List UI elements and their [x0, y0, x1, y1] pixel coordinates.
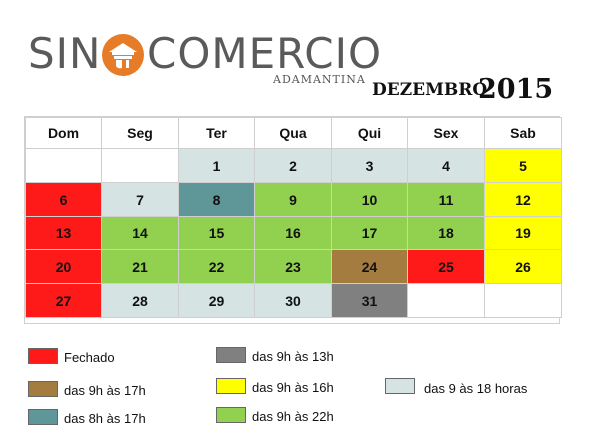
day-cell: 20 — [25, 249, 102, 284]
building-emblem-icon — [102, 34, 144, 76]
day-cell: 16 — [254, 216, 332, 250]
weekday-header: Sex — [407, 117, 485, 149]
day-cell: 14 — [101, 216, 179, 250]
day-cell: 6 — [25, 182, 102, 217]
legend-swatch — [28, 348, 58, 364]
legend-label: das 9 às 18 horas — [424, 381, 528, 396]
weekday-header: Seg — [101, 117, 179, 149]
day-cell: 27 — [25, 283, 102, 318]
day-cell: 17 — [331, 216, 408, 250]
weekday-header: Ter — [178, 117, 255, 149]
day-cell: 26 — [484, 249, 562, 284]
legend-label: das 9h às 13h — [252, 349, 334, 364]
empty-day-cell — [484, 283, 562, 318]
empty-day-cell — [101, 148, 179, 183]
day-cell: 4 — [407, 148, 485, 183]
day-cell: 5 — [484, 148, 562, 183]
day-cell: 23 — [254, 249, 332, 284]
empty-day-cell — [407, 283, 485, 318]
day-cell: 12 — [484, 182, 562, 217]
day-cell: 10 — [331, 182, 408, 217]
legend-swatch — [385, 378, 415, 394]
day-cell: 15 — [178, 216, 255, 250]
legend-swatch — [28, 409, 58, 425]
logo-text-left: SIN — [28, 29, 102, 78]
legend-label: das 9h às 22h — [252, 409, 334, 424]
legend-swatch — [216, 347, 246, 363]
day-cell: 19 — [484, 216, 562, 250]
weekday-header: Qui — [331, 117, 408, 149]
day-cell: 22 — [178, 249, 255, 284]
day-cell: 18 — [407, 216, 485, 250]
logo-subtitle: ADAMANTINA — [273, 73, 366, 86]
day-cell: 30 — [254, 283, 332, 318]
logo: SIN COMERCIO ADAMANTINA — [28, 24, 381, 94]
day-cell: 3 — [331, 148, 408, 183]
day-cell: 7 — [101, 182, 179, 217]
day-cell: 25 — [407, 249, 485, 284]
day-cell: 28 — [101, 283, 179, 318]
day-cell: 11 — [407, 182, 485, 217]
day-cell: 29 — [178, 283, 255, 318]
day-cell: 2 — [254, 148, 332, 183]
legend-label: das 9h às 17h — [64, 383, 146, 398]
day-cell: 24 — [331, 249, 408, 284]
day-cell: 31 — [331, 283, 408, 318]
weekday-header: Sab — [484, 117, 562, 149]
weekday-header: Qua — [254, 117, 332, 149]
month-title: DEZEMBRO — [372, 80, 488, 100]
legend-label: Fechado — [64, 350, 115, 365]
day-cell: 21 — [101, 249, 179, 284]
legend-label: das 9h às 16h — [252, 380, 334, 395]
logo-text-right: COMERCIO — [147, 29, 383, 78]
empty-day-cell — [25, 148, 102, 183]
day-cell: 1 — [178, 148, 255, 183]
legend-label: das 8h às 17h — [64, 411, 146, 426]
legend-swatch — [216, 407, 246, 423]
day-cell: 9 — [254, 182, 332, 217]
day-cell: 8 — [178, 182, 255, 217]
weekday-header: Dom — [25, 117, 102, 149]
legend-swatch — [28, 381, 58, 397]
year-title: 2015 — [478, 74, 554, 105]
calendar-grid: Dom Seg Ter Qua Qui Sex Sab 1 2 3 4 5 6 7 8 9 10 11 12 13 14… — [24, 116, 562, 324]
day-cell: 13 — [25, 216, 102, 250]
legend-swatch — [216, 378, 246, 394]
